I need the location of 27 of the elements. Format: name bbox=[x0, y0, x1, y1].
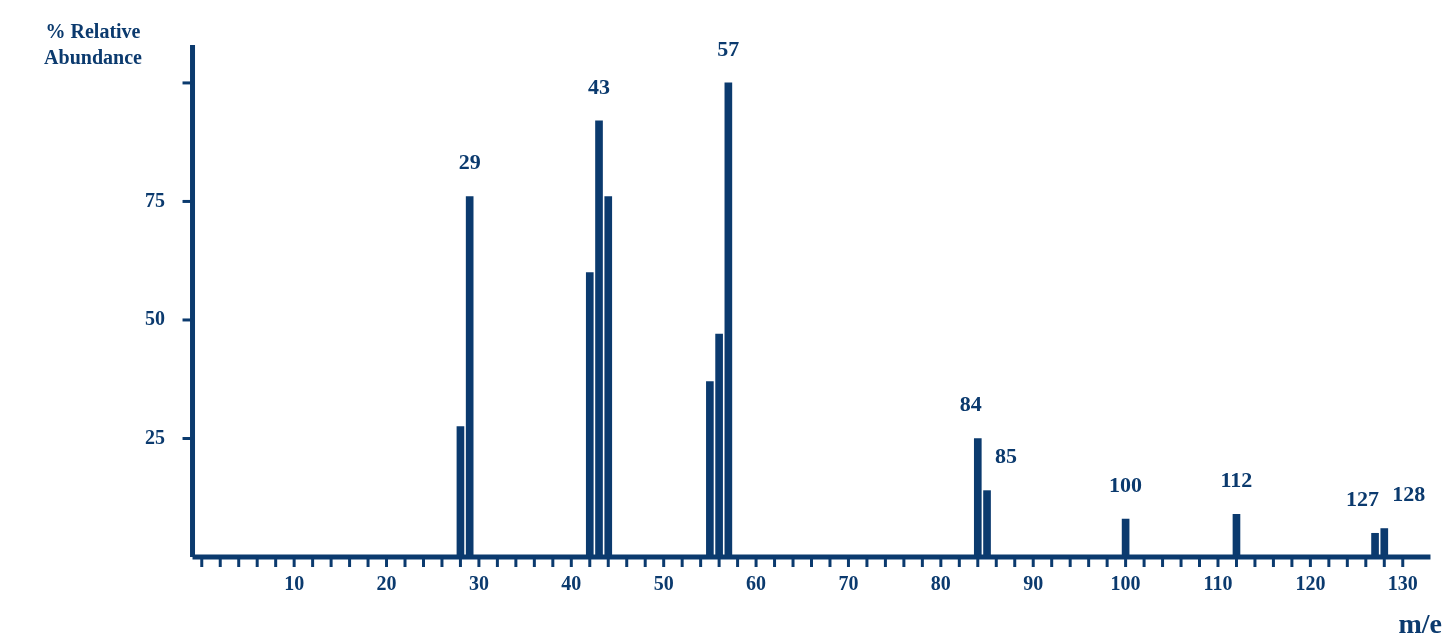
x-tick-label: 100 bbox=[1110, 572, 1141, 595]
annotation: 57 bbox=[717, 35, 740, 61]
x-tick-label: 50 bbox=[653, 572, 674, 595]
annotation: 85 bbox=[995, 443, 1018, 469]
annotation: 100 bbox=[1109, 471, 1143, 497]
y-tick-label: 50 bbox=[145, 307, 165, 330]
x-tick-label: 110 bbox=[1203, 572, 1233, 595]
annotation: 43 bbox=[588, 73, 611, 99]
x-axis-title: m/e bbox=[1398, 608, 1442, 640]
x-tick-label: 20 bbox=[376, 572, 397, 595]
x-tick-label: 10 bbox=[284, 572, 305, 595]
x-tick-label: 130 bbox=[1387, 572, 1418, 595]
x-tick-label: 30 bbox=[468, 572, 489, 595]
y-tick-label: 75 bbox=[145, 188, 165, 211]
x-tick-label: 70 bbox=[838, 572, 859, 595]
annotation: 84 bbox=[959, 391, 982, 417]
annotation: 29 bbox=[458, 149, 481, 175]
y-axis-title: % Relative Abundance bbox=[43, 19, 143, 70]
annotation: 127 bbox=[1346, 485, 1380, 511]
x-tick-label: 60 bbox=[746, 572, 767, 595]
x-tick-label: 80 bbox=[930, 572, 951, 595]
x-tick-label: 120 bbox=[1295, 572, 1326, 595]
x-tick-label: 90 bbox=[1023, 572, 1044, 595]
x-tick-label: 40 bbox=[561, 572, 582, 595]
y-tick-label: 25 bbox=[145, 425, 165, 448]
annotation: 112 bbox=[1220, 467, 1253, 493]
annotation: 128 bbox=[1392, 481, 1426, 507]
